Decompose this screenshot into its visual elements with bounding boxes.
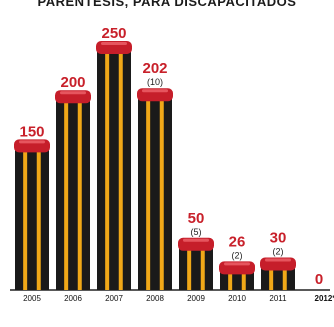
bar-stripe [36, 148, 41, 290]
bar-cap-highlight [60, 91, 86, 95]
bar-stripe [159, 97, 164, 291]
bar-stripe [228, 270, 233, 290]
bar-stripe [23, 148, 28, 290]
x-tick-label: 2009 [187, 294, 205, 303]
bar-stripe [269, 266, 274, 290]
bar-sub-label: (2) [232, 250, 243, 260]
bar-cap-highlight [183, 238, 209, 242]
bar-stripe [64, 99, 69, 290]
x-tick-label: 2007 [105, 294, 123, 303]
bar-cap-highlight [265, 258, 291, 262]
bar-cap-highlight [142, 89, 168, 93]
bar-stripe [146, 97, 151, 291]
bar-value-label: 250 [101, 25, 126, 42]
bar-value-label: 202 [142, 60, 167, 77]
x-tick-label: 2012* [315, 294, 334, 303]
chart-title: PARENTESIS, PARA DISCAPACITADOS [37, 0, 297, 9]
bar-value-label: 26 [229, 233, 246, 250]
bar-stripe [187, 246, 192, 290]
bar-sub-label: (5) [191, 227, 202, 237]
x-tick-label: 2011 [269, 294, 287, 303]
bar-cap-highlight [224, 262, 250, 266]
bar [56, 93, 90, 290]
bar-cap-highlight [101, 42, 127, 45]
x-tick-label: 2008 [146, 294, 164, 303]
bar-value-label: 50 [188, 210, 205, 227]
x-tick-label: 2010 [228, 294, 246, 303]
bar-sub-label: (2) [273, 246, 284, 256]
bar-sub-label: (10) [147, 77, 163, 87]
bar [138, 91, 172, 291]
bar [97, 44, 131, 290]
bar-value-label: 200 [60, 74, 85, 91]
bar-value-label: 30 [270, 229, 287, 246]
bar-cap-highlight [19, 140, 45, 144]
bar-stripe [77, 99, 82, 290]
x-tick-label: 2005 [23, 294, 41, 303]
bar-stripe [282, 266, 287, 290]
bar-stripe [200, 246, 205, 290]
bar-stripe [105, 50, 110, 290]
x-tick-label: 2006 [64, 294, 82, 303]
bar [15, 142, 49, 290]
bar-value-label: 150 [19, 123, 44, 140]
bar-stripe [241, 270, 246, 290]
bar-value-label: 0 [315, 271, 323, 288]
bar-stripe [118, 50, 123, 290]
